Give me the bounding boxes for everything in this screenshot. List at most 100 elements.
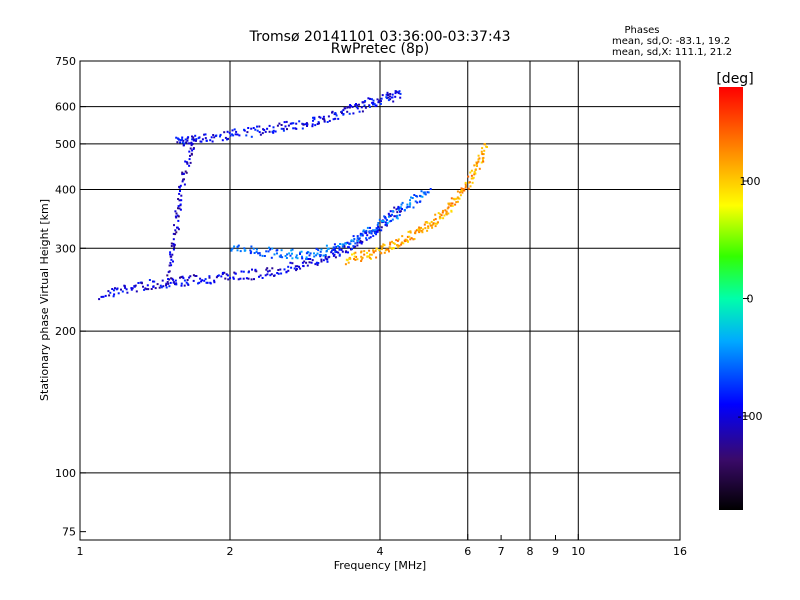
data-point [170,258,173,261]
data-point [455,197,458,200]
data-point [324,256,327,259]
data-point [374,232,376,235]
data-point [291,122,293,125]
data-point [117,292,120,295]
data-point [356,107,359,110]
data-point [334,112,337,114]
data-point [337,245,340,247]
data-point [276,124,279,127]
data-point [238,134,241,137]
data-point [434,222,437,225]
data-point [183,284,186,287]
data-point [130,288,133,291]
data-point [280,127,283,130]
data-point [319,254,322,257]
data-point [460,187,463,190]
data-point [249,249,252,252]
data-point [203,133,206,136]
data-point [366,226,369,229]
data-point [361,110,364,113]
data-point [240,270,243,273]
data-point [264,274,267,277]
data-point [168,270,171,273]
data-point [453,198,456,201]
data-point [337,251,340,254]
data-point [365,237,367,240]
y-axis-label: Stationary phase Virtual Height [km] [38,199,51,401]
data-point [290,266,293,269]
data-point [322,254,325,257]
data-point [250,245,253,248]
data-point [152,285,155,288]
data-point [409,202,412,205]
data-point [273,253,276,256]
data-point [309,258,312,260]
data-point [165,286,168,289]
data-point [415,229,418,232]
data-point [254,268,257,271]
data-point [366,255,369,258]
data-point [354,245,357,248]
data-point [361,256,364,259]
data-point [385,93,388,96]
data-point [268,130,271,133]
data-point [153,280,156,283]
data-point [355,106,358,109]
data-point [268,246,271,249]
data-point [172,232,175,235]
colorbar-tick-label: 100 [740,175,761,188]
data-point [271,247,274,250]
data-point [372,249,375,252]
data-point [419,229,422,232]
data-point [339,243,342,245]
data-point [409,238,412,241]
data-point [409,203,412,206]
data-point [347,105,350,108]
data-point [315,254,318,257]
data-point [168,264,171,267]
data-point [285,257,288,259]
data-point [209,139,212,142]
data-point [156,283,159,286]
data-point [208,275,211,278]
data-point [384,223,387,226]
data-point [341,112,343,115]
data-point [265,250,268,253]
data-point [309,252,312,255]
data-point [152,280,154,283]
data-point [394,95,397,98]
colorbar-tick-label: 0 [747,293,754,306]
data-point [419,194,421,197]
data-point [395,208,398,211]
data-point [201,138,204,141]
data-point [367,97,370,100]
data-point [265,268,268,271]
data-point [179,141,182,144]
data-point [175,283,178,286]
data-point [370,257,372,260]
data-point [350,239,353,242]
data-point [393,215,396,218]
data-point [276,272,279,274]
data-point [332,254,335,257]
data-point [253,278,255,281]
data-point [175,231,178,234]
data-point [283,121,286,124]
data-point [342,113,345,115]
data-point [482,159,484,162]
data-point [464,185,467,187]
data-point [263,255,266,257]
data-point [443,214,446,217]
data-point [205,139,208,142]
data-point [195,139,197,142]
x-axis-label: Frequency [MHz] [334,559,426,572]
data-point [296,265,299,268]
data-point [372,229,375,232]
y-tick-label: 200 [55,325,76,338]
data-point [409,230,412,233]
data-point [335,251,338,253]
data-point [355,255,358,258]
data-point [418,226,421,229]
data-point [257,252,260,255]
data-point [226,274,229,277]
